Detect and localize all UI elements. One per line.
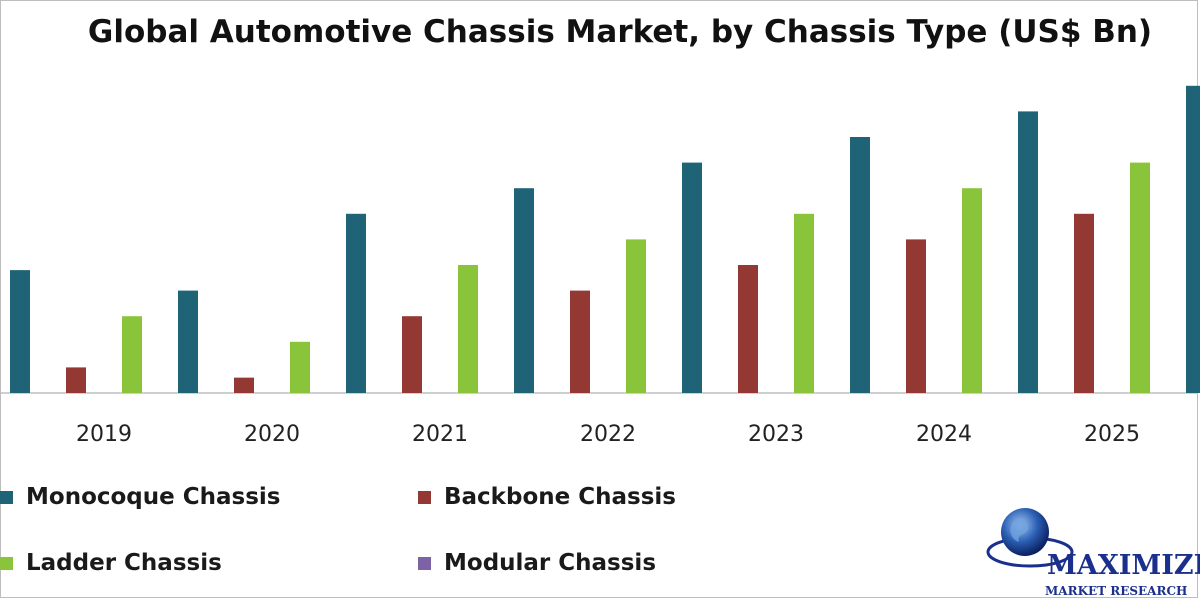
bar-chart: 20192020202120222023202420252026 <box>0 85 1200 447</box>
legend-swatch-backbone <box>418 490 431 504</box>
legend-swatch-monocoque <box>0 490 13 504</box>
globe-icon <box>986 508 1074 568</box>
bar-ladder-2025 <box>1130 162 1150 393</box>
bar-ladder-2023 <box>794 213 814 393</box>
legend-swatch-ladder <box>0 556 13 570</box>
x-tick-label-2022: 2022 <box>580 422 636 447</box>
bar-monocoque-2023 <box>682 162 702 393</box>
bar-backbone-2024 <box>906 239 926 393</box>
bar-backbone-2023 <box>738 265 758 393</box>
x-tick-label-2019: 2019 <box>76 422 132 447</box>
legend-label-monocoque: Monocoque Chassis <box>26 484 281 510</box>
chart-title: Global Automotive Chassis Market, by Cha… <box>87 14 1153 50</box>
x-tick-label-2020: 2020 <box>244 422 300 447</box>
legend-label-ladder: Ladder Chassis <box>26 550 222 576</box>
bar-backbone-2021 <box>402 316 422 393</box>
x-tick-label-2023: 2023 <box>748 422 804 447</box>
x-tick-label-2021: 2021 <box>412 422 468 447</box>
bar-monocoque-2026 <box>1186 85 1200 394</box>
bar-backbone-2022 <box>570 290 590 393</box>
maximize-logo: MAXIMIZE MARKET RESEARCH <box>985 500 1200 600</box>
legend-item-backbone: Backbone Chassis <box>418 484 676 510</box>
bar-ladder-2022 <box>626 239 646 393</box>
legend-swatch-modular <box>418 556 431 570</box>
legend-item-ladder: Ladder Chassis <box>0 550 222 576</box>
bar-backbone-2020 <box>234 377 254 393</box>
bar-ladder-2020 <box>290 341 310 393</box>
legend-item-modular: Modular Chassis <box>418 550 656 576</box>
bar-monocoque-2020 <box>178 290 198 393</box>
bar-monocoque-2021 <box>346 213 366 393</box>
x-tick-label-2025: 2025 <box>1084 422 1140 447</box>
bar-monocoque-2025 <box>1018 111 1038 394</box>
legend-item-monocoque: Monocoque Chassis <box>0 484 280 510</box>
bar-monocoque-2024 <box>850 137 870 393</box>
logo-wordmark: MAXIMIZE <box>1047 550 1200 581</box>
bar-monocoque-2019 <box>10 270 30 393</box>
bar-backbone-2025 <box>1074 213 1094 393</box>
bar-ladder-2019 <box>122 316 142 393</box>
bar-ladder-2024 <box>962 188 982 393</box>
bar-ladder-2021 <box>458 265 478 393</box>
bar-monocoque-2022 <box>514 188 534 393</box>
legend-label-modular: Modular Chassis <box>444 550 657 576</box>
logo-tagline: MARKET RESEARCH <box>1045 584 1188 598</box>
bar-backbone-2019 <box>66 367 86 393</box>
legend-label-backbone: Backbone Chassis <box>444 484 676 510</box>
x-tick-label-2024: 2024 <box>916 422 972 447</box>
